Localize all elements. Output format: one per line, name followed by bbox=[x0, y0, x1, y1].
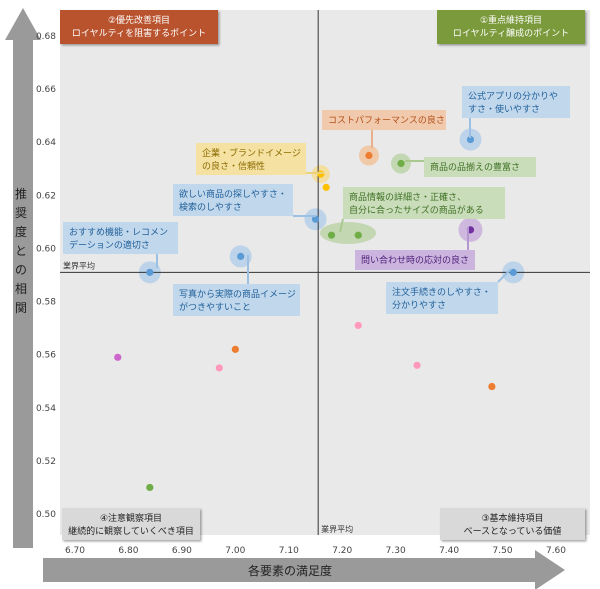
point-label-box bbox=[462, 86, 570, 118]
y-axis-label-char: 度 bbox=[15, 224, 27, 239]
data-point bbox=[146, 268, 154, 276]
point-label-text: コストパフォーマンスの良さ bbox=[328, 114, 445, 126]
y-axis-label-char: 奨 bbox=[15, 206, 27, 220]
point-label-box bbox=[343, 187, 505, 219]
y-axis-label-char: と bbox=[15, 244, 27, 258]
y-tick-label: 0.58 bbox=[36, 298, 56, 308]
y-tick-label: 0.64 bbox=[36, 138, 56, 148]
quadrant-subtitle-bottom-left: 継続的に観察していくべき項目 bbox=[68, 525, 194, 537]
quadrant-title-top-right: ①重点維持項目 bbox=[480, 14, 542, 26]
y-tick-label: 0.50 bbox=[36, 510, 56, 520]
x-tick-label: 6.80 bbox=[118, 546, 138, 556]
point-label-text: 分かりやすさ bbox=[392, 300, 446, 311]
point-label-text: 企業・ブランドイメージ bbox=[202, 147, 301, 159]
data-point bbox=[354, 321, 362, 330]
quadrant-box-bottom-right bbox=[440, 508, 585, 540]
point-label-text: おすすめ機能・レコメン bbox=[69, 226, 168, 238]
point-label-box bbox=[196, 143, 306, 175]
data-point bbox=[413, 361, 421, 369]
quadrant-box-top-right bbox=[437, 10, 585, 44]
data-point bbox=[397, 159, 405, 168]
data-point bbox=[466, 135, 475, 144]
point-label-text: 商品情報の詳細さ・正確さ、 bbox=[349, 191, 466, 203]
point-label-text: 写真から実際の商品イメージ bbox=[179, 288, 296, 300]
data-point bbox=[327, 231, 336, 239]
data-point bbox=[488, 382, 496, 391]
x-tick-label: 7.00 bbox=[225, 546, 245, 556]
point-label-box bbox=[322, 110, 446, 130]
y-axis-label: 推奨度との相関 bbox=[15, 187, 27, 315]
y-tick-label: 0.56 bbox=[36, 351, 56, 361]
y-axis-label-char: 関 bbox=[15, 301, 27, 315]
y-axis-label-char: 相 bbox=[15, 282, 27, 296]
quadrant-title-bottom-left: ④注意観察項目 bbox=[100, 512, 162, 524]
y-axis-label-char: の bbox=[15, 263, 27, 277]
x-tick-label: 6.90 bbox=[172, 546, 192, 556]
data-point bbox=[215, 364, 223, 372]
data-point bbox=[509, 268, 517, 276]
point-highlight-bubble bbox=[320, 222, 376, 244]
point-label-text: 公式アプリの分かりや bbox=[468, 90, 558, 102]
point-label-text: 欲しい商品の探しやすさ・ bbox=[179, 188, 287, 200]
point-label-box bbox=[424, 157, 536, 177]
label-connector bbox=[339, 218, 344, 233]
point-label-text: 自分に合ったサイズの商品がある bbox=[349, 204, 484, 216]
quadrant-subtitle-top-left: ロイヤルティを阻害するポイント bbox=[72, 27, 206, 39]
quadrant-title-top-left: ②優先改善項目 bbox=[108, 14, 170, 26]
data-point bbox=[311, 215, 320, 223]
label-connector bbox=[497, 268, 512, 283]
x-axis-arrow bbox=[43, 550, 565, 589]
y-tick-label: 0.52 bbox=[36, 457, 56, 467]
data-point bbox=[322, 183, 330, 191]
quadrant-box-top-left bbox=[60, 10, 218, 44]
point-label-text: デーションの適切さ bbox=[69, 239, 150, 251]
point-label-text: すさ・使いやすさ bbox=[468, 103, 540, 115]
y-axis-arrow bbox=[5, 8, 41, 548]
point-label-box bbox=[63, 222, 178, 254]
data-point bbox=[231, 345, 239, 353]
avg-label-horizontal: 業界平均 bbox=[63, 260, 95, 270]
quadrant-subtitle-top-right: ロイヤルティ醸成のポイント bbox=[453, 27, 569, 39]
x-tick-label: 7.40 bbox=[439, 546, 459, 556]
data-point bbox=[146, 483, 154, 492]
x-tick-label: 7.60 bbox=[546, 546, 566, 556]
x-tick-label: 7.30 bbox=[386, 546, 406, 556]
data-point bbox=[317, 170, 325, 178]
x-tick-label: 7.20 bbox=[332, 546, 352, 556]
quadrant-title-bottom-right: ③基本維持項目 bbox=[481, 512, 543, 524]
point-label-box bbox=[173, 184, 293, 216]
y-tick-label: 0.66 bbox=[36, 85, 56, 95]
data-point bbox=[237, 252, 245, 261]
x-tick-label: 7.50 bbox=[493, 546, 513, 556]
point-label-box bbox=[386, 282, 498, 314]
point-label-text: 検索のしやすさ bbox=[179, 201, 242, 213]
point-label-box bbox=[173, 284, 300, 316]
avg-label-vertical: 業界平均 bbox=[321, 524, 353, 534]
data-point bbox=[354, 231, 362, 239]
data-point bbox=[114, 353, 122, 361]
data-point bbox=[365, 151, 373, 160]
quadrant-box-bottom-left bbox=[62, 508, 200, 540]
point-label-box bbox=[355, 250, 475, 270]
point-label-text: がつきやすいこと bbox=[179, 301, 251, 313]
x-tick-label: 7.10 bbox=[279, 546, 299, 556]
quadrant-subtitle-bottom-right: ベースとなっている価値 bbox=[464, 525, 562, 537]
y-axis-label-char: 推 bbox=[15, 187, 27, 201]
y-tick-label: 0.68 bbox=[36, 32, 56, 42]
point-label-text: 商品の品揃えの豊富さ bbox=[430, 161, 520, 173]
point-label-text: 注文手続きのしやすさ・ bbox=[392, 286, 491, 298]
point-label-text: の良さ・信頼性 bbox=[202, 160, 265, 172]
x-tick-label: 6.70 bbox=[65, 546, 85, 556]
point-label-text: 問い合わせ時の応対の良さ bbox=[361, 254, 469, 266]
x-axis-label: 各要素の満足度 bbox=[248, 563, 332, 578]
y-tick-label: 0.60 bbox=[36, 244, 56, 254]
y-tick-label: 0.62 bbox=[36, 191, 56, 201]
y-tick-label: 0.54 bbox=[36, 404, 56, 414]
